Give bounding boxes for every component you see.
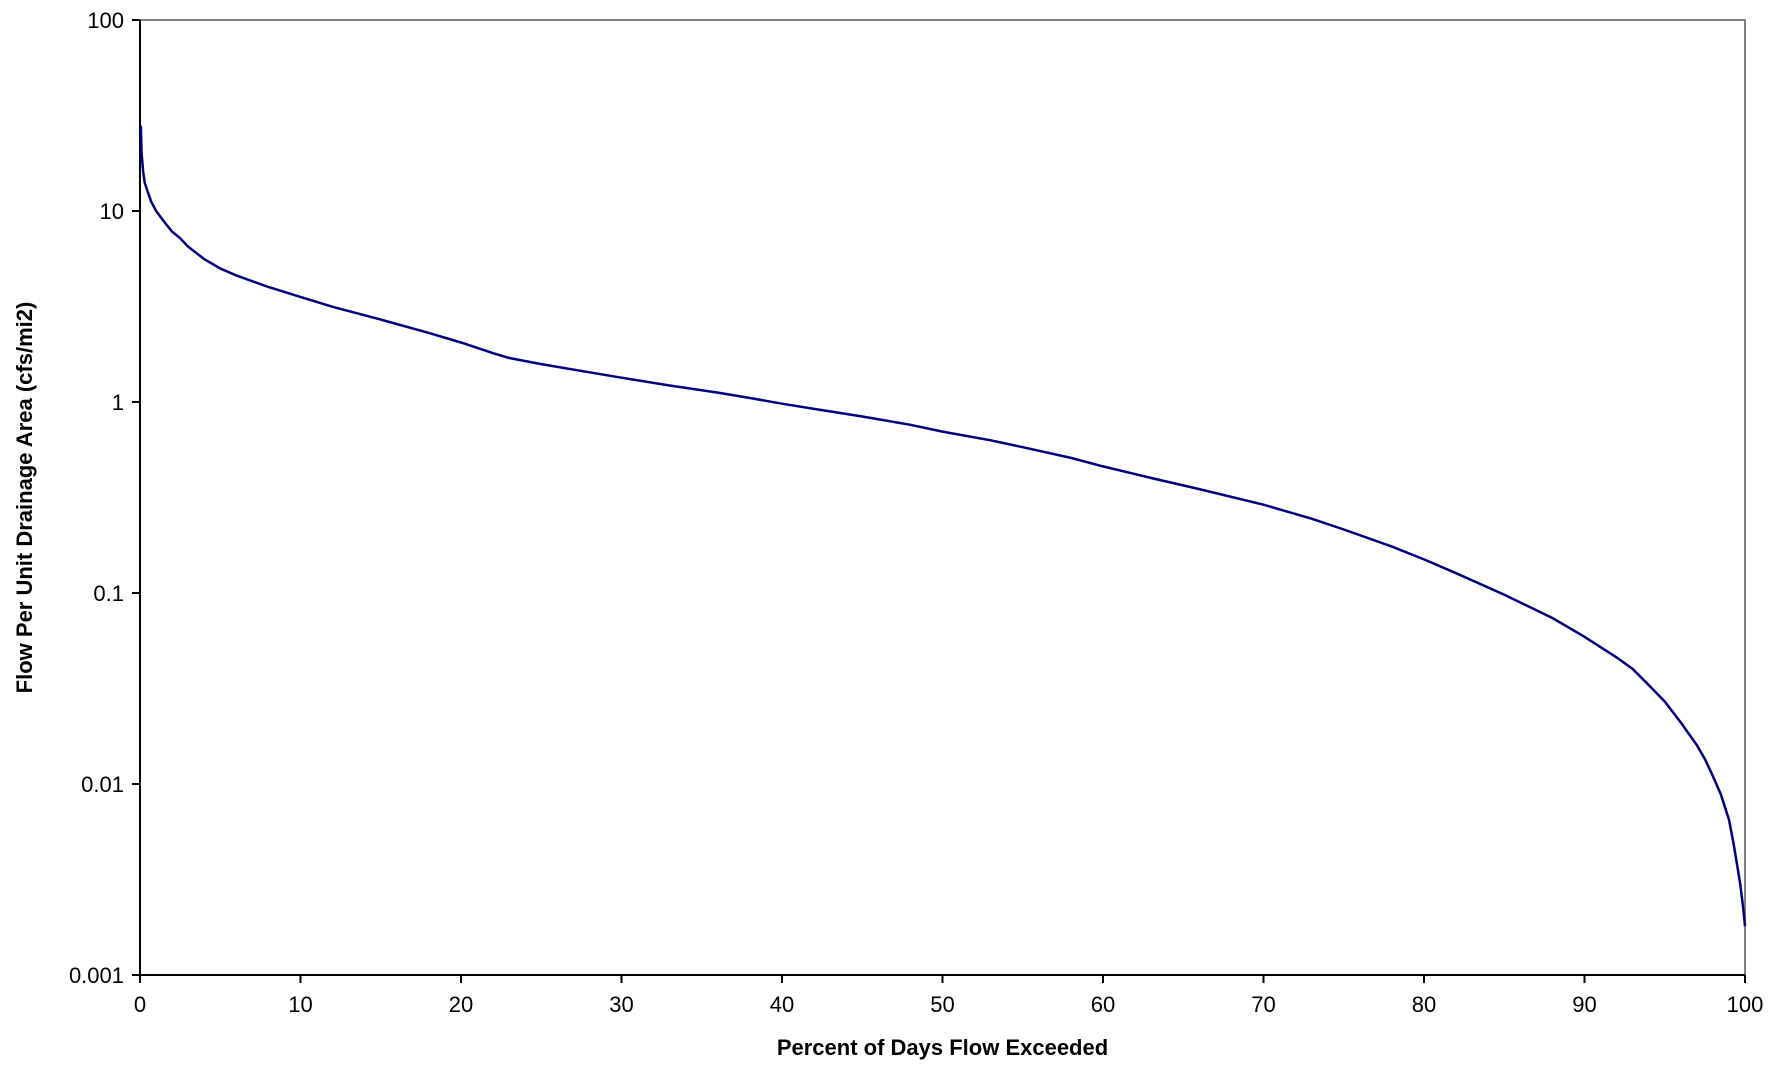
x-tick-label: 30 xyxy=(609,992,633,1017)
plot-frame xyxy=(139,19,1746,976)
y-tick-label: 10 xyxy=(100,199,124,224)
y-tick-label: 0.01 xyxy=(81,772,124,797)
x-tick-label: 0 xyxy=(134,992,146,1017)
x-tick-label: 80 xyxy=(1412,992,1436,1017)
y-axis-ticks: 100 10 1 0.1 0.01 0.001 xyxy=(69,8,140,988)
y-tick-label: 0.001 xyxy=(69,963,124,988)
series-line xyxy=(139,125,1747,927)
x-tick-label: 90 xyxy=(1572,992,1596,1017)
x-tick-label: 70 xyxy=(1251,992,1275,1017)
x-tick-label: 50 xyxy=(930,992,954,1017)
x-axis-title: Percent of Days Flow Exceeded xyxy=(777,1035,1108,1060)
y-tick-label: 100 xyxy=(87,8,124,33)
x-tick-label: 10 xyxy=(288,992,312,1017)
x-axis-ticks: 0 10 20 30 40 50 60 70 80 90 100 xyxy=(134,975,1763,1017)
x-tick-label: 100 xyxy=(1727,992,1764,1017)
y-axis-title: Flow Per Unit Drainage Area (cfs/mi2) xyxy=(12,302,37,694)
x-tick-label: 40 xyxy=(770,992,794,1017)
x-tick-label: 60 xyxy=(1091,992,1115,1017)
y-tick-label: 0.1 xyxy=(93,581,124,606)
x-tick-label: 20 xyxy=(449,992,473,1017)
y-tick-label: 1 xyxy=(112,390,124,415)
